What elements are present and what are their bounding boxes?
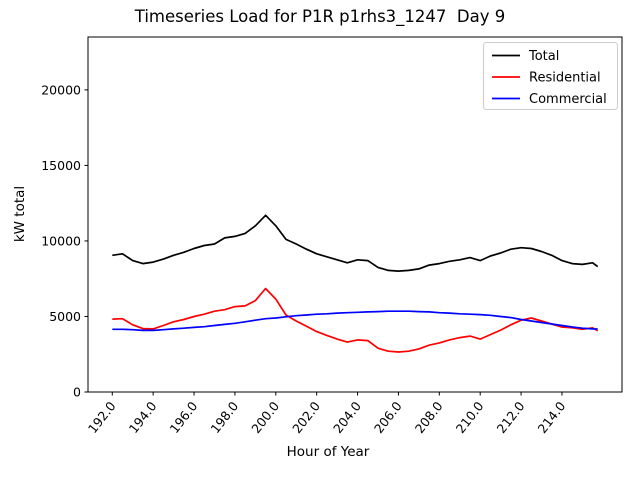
x-tick-label: 194.0 (126, 399, 160, 436)
x-tick-label: 212.0 (494, 399, 528, 436)
chart-title: Timeseries Load for P1R p1rhs3_1247 Day … (134, 7, 506, 26)
x-axis-label: Hour of Year (286, 444, 370, 460)
y-axis-label: kW total (12, 185, 28, 243)
legend-label-total: Total (528, 49, 559, 64)
x-tick-label: 208.0 (412, 399, 446, 436)
x-tick-label: 214.0 (535, 399, 569, 436)
series-line-commercial (112, 310, 598, 332)
x-tick-label: 196.0 (167, 399, 201, 436)
y-tick-label: 10000 (41, 233, 81, 248)
legend-label-commercial: Commercial (529, 92, 607, 107)
x-tick-label: 204.0 (330, 399, 364, 436)
x-tick-label: 198.0 (207, 399, 241, 436)
x-tick-label: 192.0 (85, 399, 119, 436)
legend: Total Residential Commercial (483, 42, 618, 110)
x-tick-label: 210.0 (453, 399, 487, 436)
y-tick-label: 5000 (49, 309, 81, 324)
y-tick-label: 20000 (41, 82, 81, 97)
legend-label-residential: Residential (529, 71, 601, 86)
x-tick-label: 202.0 (289, 399, 323, 436)
series-line-total (112, 214, 599, 272)
plot-border (87, 36, 623, 393)
x-tick-label: 200.0 (248, 399, 282, 436)
x-tick-label: 206.0 (371, 399, 405, 436)
legend-box (483, 42, 618, 110)
y-tick-label: 15000 (41, 158, 81, 173)
y-tick-label: 0 (73, 385, 81, 400)
